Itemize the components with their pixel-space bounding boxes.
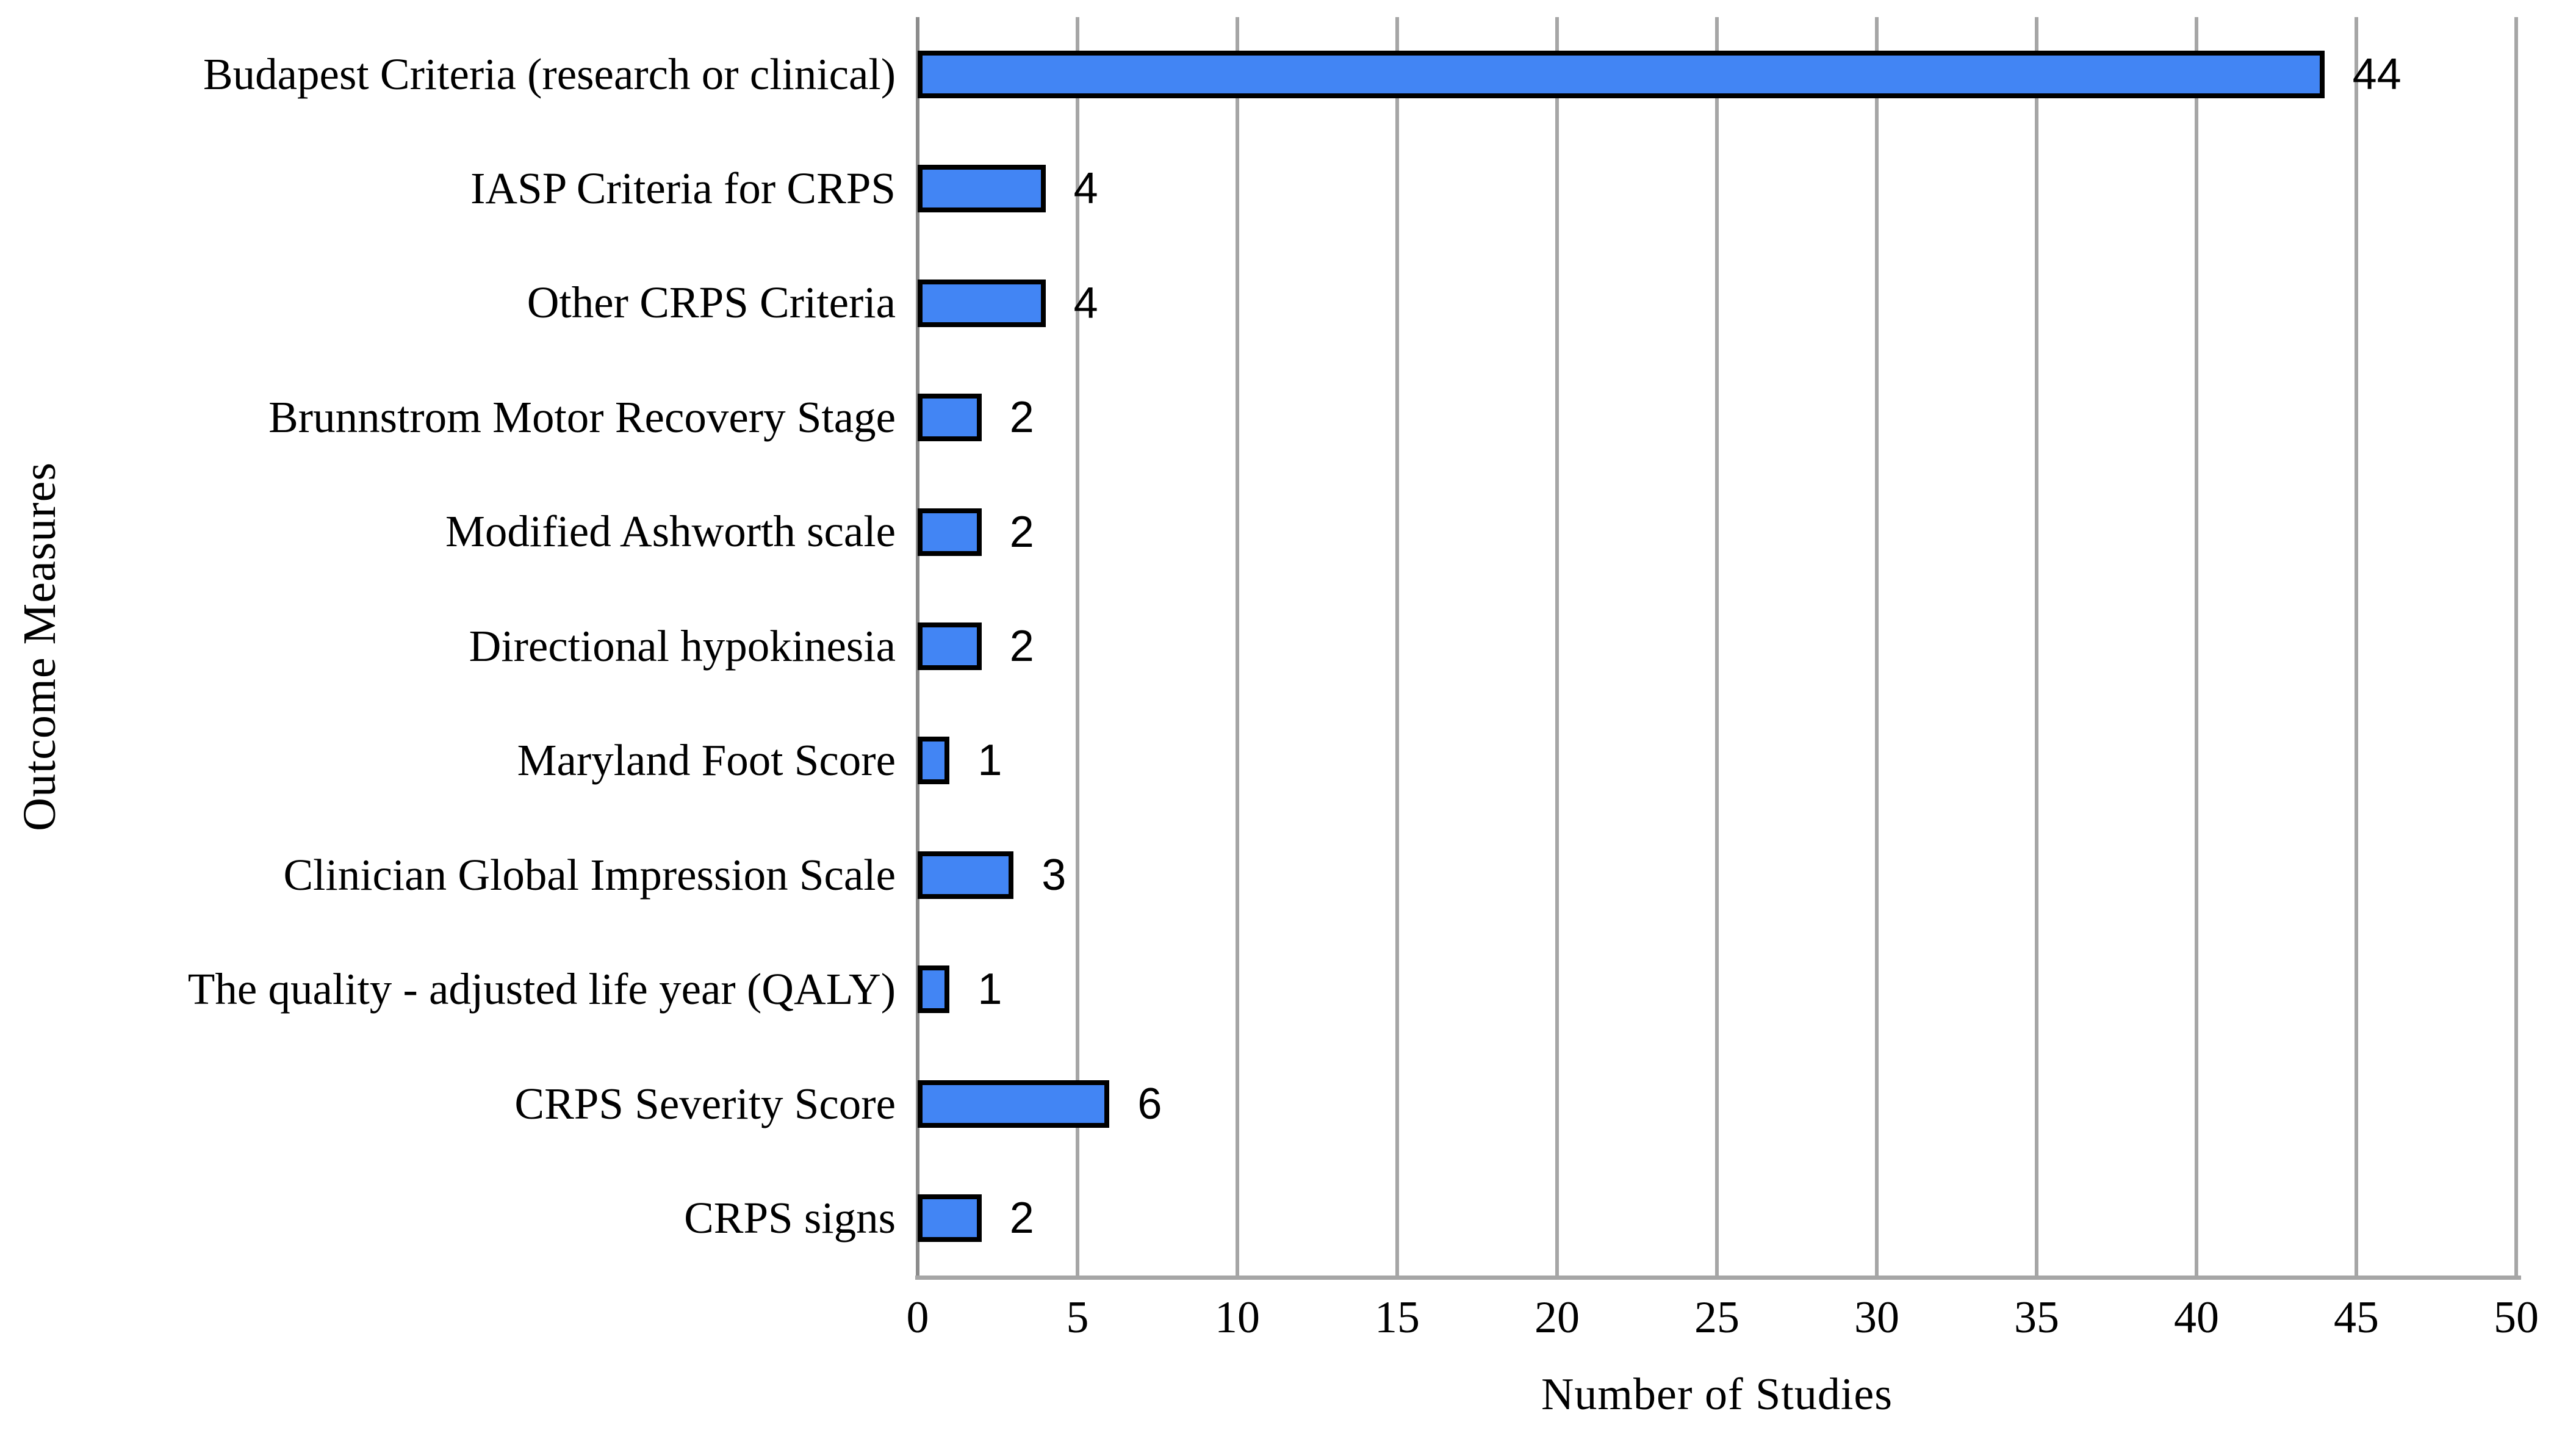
gridline — [1715, 17, 1719, 1276]
bar-row: Budapest Criteria (research or clinical)… — [24, 17, 2516, 131]
bar-area: 6 — [918, 1047, 2516, 1161]
value-label: 2 — [1009, 507, 1034, 557]
category-label: Other CRPS Criteria — [527, 278, 896, 328]
value-label: 1 — [977, 965, 1002, 1014]
bar-area: 44 — [918, 17, 2516, 131]
value-label: 6 — [1137, 1079, 1162, 1128]
bar — [918, 279, 1046, 327]
bar-row: Brunnstrom Motor Recovery Stage 2 — [24, 360, 2516, 474]
category-label: Budapest Criteria (research or clinical) — [203, 49, 896, 99]
x-tick-label: 30 — [1854, 1293, 1899, 1343]
gridline — [2035, 17, 2038, 1276]
value-label: 4 — [1073, 164, 1098, 214]
bar-row: The quality - adjusted life year (QALY) 1 — [24, 933, 2516, 1047]
bar-area: 4 — [918, 246, 2516, 360]
value-label: 2 — [1009, 621, 1034, 671]
bar — [918, 508, 982, 556]
bar — [918, 737, 950, 785]
bar — [918, 1194, 982, 1243]
bar-row: Maryland Foot Score 1 — [24, 704, 2516, 818]
gridline — [1395, 17, 1399, 1276]
value-label: 1 — [977, 736, 1002, 785]
category-label: Modified Ashworth scale — [445, 507, 896, 557]
value-label: 44 — [2352, 49, 2402, 99]
bar-row: Clinician Global Impression Scale 3 — [24, 818, 2516, 932]
gridline — [1076, 17, 1079, 1276]
bar-row: IASP Criteria for CRPS 4 — [24, 131, 2516, 245]
bar-area: 4 — [918, 131, 2516, 245]
x-axis-line — [915, 1276, 2521, 1280]
bar-row: Directional hypokinesia 2 — [24, 589, 2516, 703]
bar-row: CRPS signs 2 — [24, 1161, 2516, 1276]
bar-area: 1 — [918, 704, 2516, 818]
value-label: 3 — [1042, 850, 1067, 900]
bar-row: CRPS Severity Score 6 — [24, 1047, 2516, 1161]
x-axis-ticks: 0 5 10 15 20 25 30 35 40 45 50 — [907, 1293, 2539, 1362]
gridline — [1236, 17, 1239, 1276]
x-axis-title: Number of Studies — [1541, 1369, 1893, 1420]
bar-area: 2 — [918, 589, 2516, 703]
value-label: 4 — [1073, 278, 1098, 328]
x-tick-label: 45 — [2334, 1293, 2379, 1343]
bar-row: Other CRPS Criteria 4 — [24, 246, 2516, 360]
category-label: IASP Criteria for CRPS — [470, 164, 896, 214]
gridline — [2514, 17, 2518, 1276]
value-label: 2 — [1009, 393, 1034, 442]
bar-area: 2 — [918, 475, 2516, 589]
value-label: 2 — [1009, 1194, 1034, 1243]
x-tick-label: 10 — [1215, 1293, 1260, 1343]
bar-area: 2 — [918, 1161, 2516, 1276]
bar-area: 1 — [918, 933, 2516, 1047]
bar — [918, 394, 982, 442]
bar-row: Modified Ashworth scale 2 — [24, 475, 2516, 589]
x-tick-label: 35 — [2014, 1293, 2059, 1343]
category-label: Maryland Foot Score — [517, 735, 896, 785]
x-tick-label: 25 — [1694, 1293, 1740, 1343]
plot-area: Budapest Criteria (research or clinical)… — [24, 17, 2516, 1276]
bar — [918, 1080, 1110, 1128]
x-tick-label: 0 — [906, 1293, 929, 1343]
bar — [918, 851, 1014, 899]
bar — [918, 50, 2325, 98]
bar-area: 2 — [918, 360, 2516, 474]
bar — [918, 622, 982, 670]
bar-area: 3 — [918, 818, 2516, 932]
x-tick-label: 20 — [1534, 1293, 1580, 1343]
category-label: The quality - adjusted life year (QALY) — [187, 964, 896, 1014]
x-tick-label: 40 — [2174, 1293, 2219, 1343]
x-tick-label: 50 — [2494, 1293, 2539, 1343]
gridline — [2195, 17, 2198, 1276]
x-tick-label: 5 — [1066, 1293, 1089, 1343]
category-label: Directional hypokinesia — [469, 621, 896, 671]
gridline — [2355, 17, 2358, 1276]
category-label: CRPS signs — [684, 1193, 896, 1243]
x-tick-label: 15 — [1375, 1293, 1420, 1343]
bar — [918, 965, 950, 1014]
category-label: Brunnstrom Motor Recovery Stage — [268, 392, 896, 442]
category-label: CRPS Severity Score — [514, 1078, 896, 1128]
bar — [918, 165, 1046, 213]
gridline — [1875, 17, 1879, 1276]
gridline — [1555, 17, 1559, 1276]
category-label: Clinician Global Impression Scale — [283, 850, 896, 900]
